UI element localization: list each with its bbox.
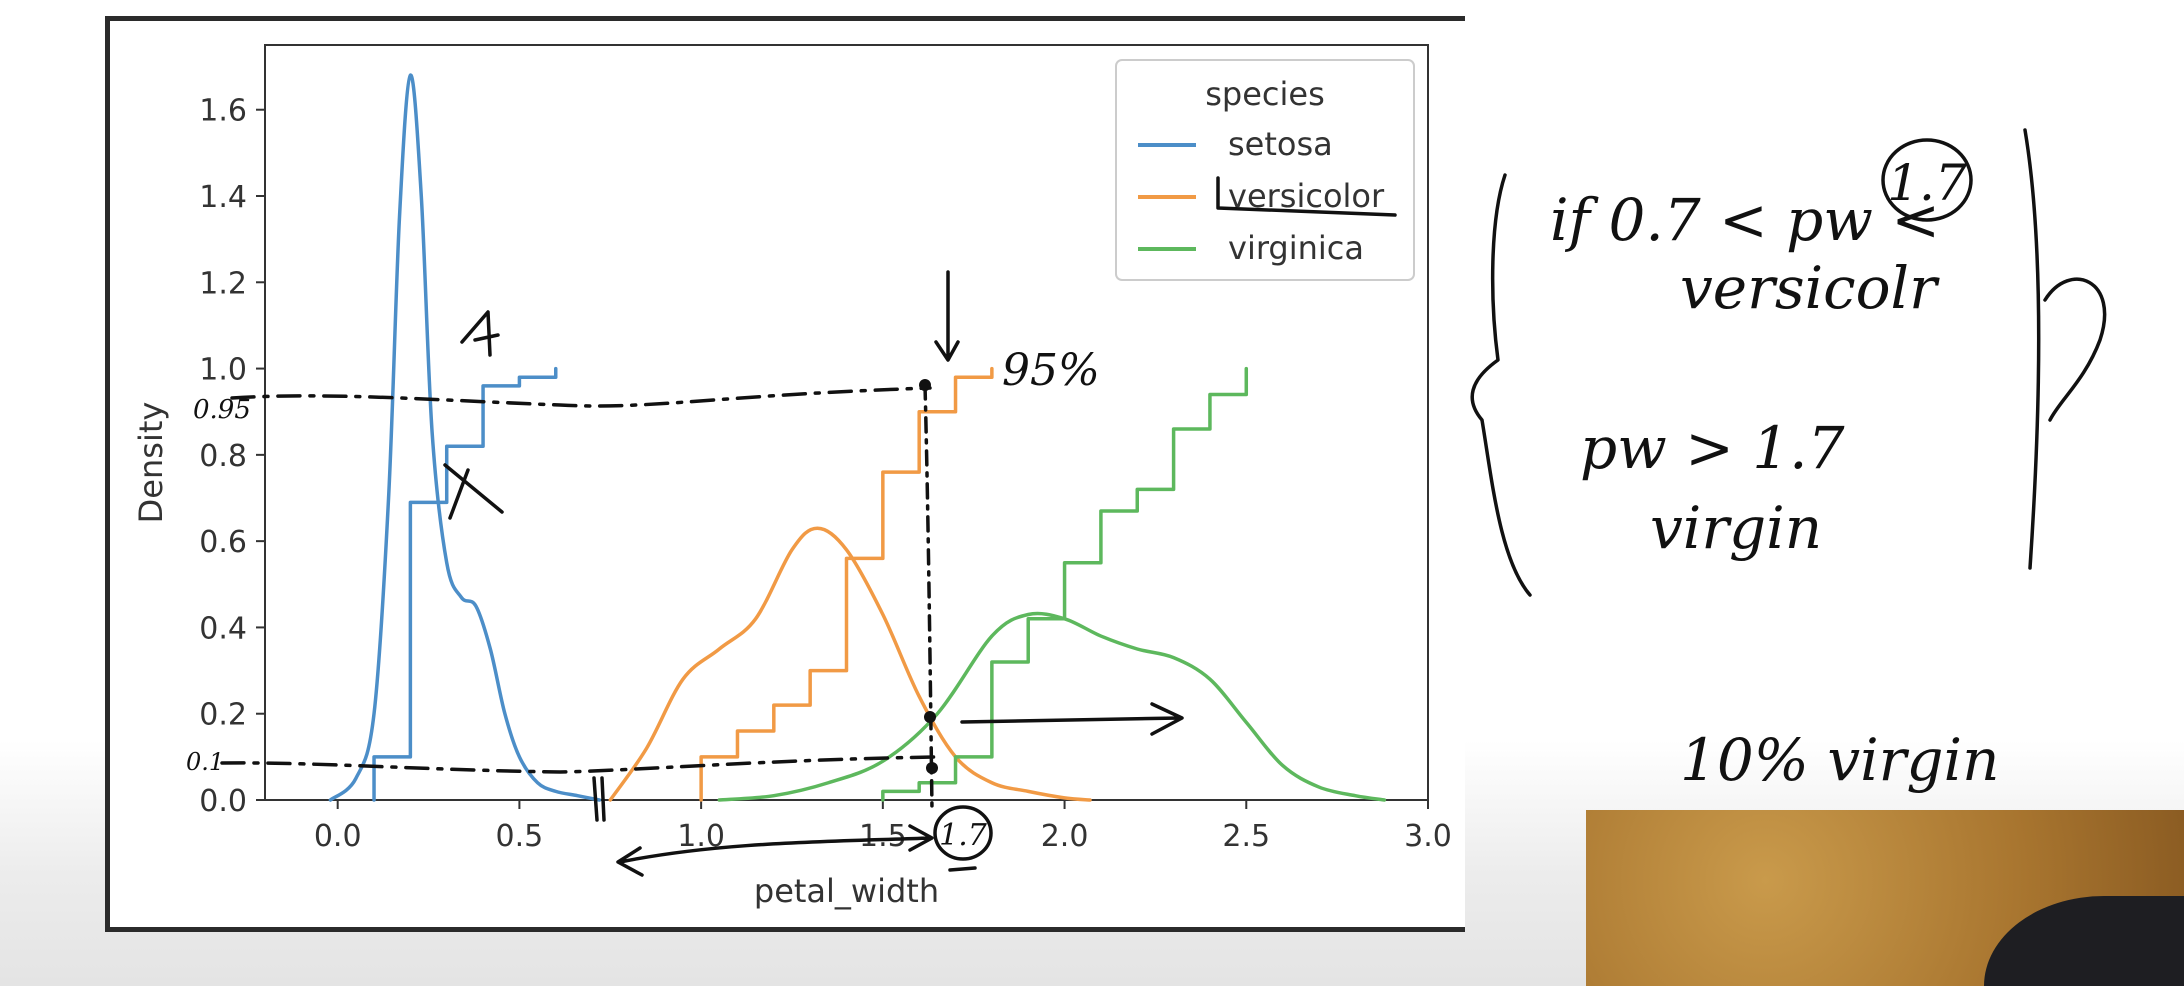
- y-tick-label: 1.2: [199, 266, 247, 301]
- right-brace: [2023, 128, 2107, 570]
- double-arrow: [616, 824, 934, 877]
- down-arrow: [934, 270, 960, 362]
- versicolor-cdf-line: [699, 366, 994, 802]
- circle-threshold: [1881, 138, 1973, 222]
- legend-title: species: [1205, 75, 1325, 113]
- circle-17: [933, 805, 993, 861]
- y-tick-label: 0.8: [199, 439, 247, 474]
- check-mark: [460, 310, 500, 357]
- dashed-line-095: [230, 386, 932, 408]
- y-axis: 0.0 0.2 0.4 0.6 0.8 1.0 1.2 1.4 1.6: [199, 94, 265, 819]
- rule-1-threshold: 1.7: [1887, 154, 1967, 212]
- dashed-line-01: [220, 755, 937, 774]
- right-arrow: [960, 702, 1184, 736]
- y-tick-label: 0.4: [199, 611, 247, 646]
- label-01: 0.1: [186, 748, 224, 776]
- underline-17: [948, 866, 977, 872]
- setosa-kde-line: [328, 73, 602, 802]
- webcam-overlay: [1586, 810, 2184, 986]
- vertical-dashed-line-17: [923, 383, 934, 812]
- y-tick-label: 1.6: [199, 94, 247, 129]
- left-brace: [1470, 173, 1532, 597]
- x-tick-label: 0.5: [496, 819, 544, 854]
- underline-versicolor: [1216, 176, 1397, 217]
- x-axis: 0.0 0.5 1.0 1.5 2.0 2.5 3.0: [314, 800, 1452, 854]
- x-tick-label: 2.0: [1041, 819, 1089, 854]
- rule-2-result: virgin: [1650, 494, 1822, 562]
- versicolor-kde-line: [608, 526, 1092, 802]
- y-tick-label: 0.0: [199, 784, 247, 819]
- y-tick-label: 1.0: [199, 353, 247, 388]
- plot-area: [264, 44, 1429, 801]
- pen-annotations: 0.95 0.1 95% 1.7 if 0.7 < pw < 1.7 versi…: [186, 128, 2107, 877]
- presenter-silhouette: [1984, 896, 2184, 986]
- legend-label: virginica: [1228, 229, 1364, 267]
- label-095: 0.95: [193, 395, 251, 425]
- x-mark: [443, 463, 504, 520]
- mark-07: [592, 776, 606, 822]
- y-axis-title: Density: [132, 402, 170, 524]
- y-tick-label: 1.4: [199, 180, 247, 215]
- x-axis-title: petal_width: [754, 872, 939, 910]
- label-95pct: 95%: [1002, 345, 1100, 396]
- dot-095: [919, 379, 931, 391]
- virginica-kde-line: [717, 611, 1387, 802]
- virginica-cdf-line: [881, 366, 1249, 802]
- rule-2-condition: pw > 1.7: [1580, 414, 1845, 482]
- dot-crossing: [924, 711, 936, 723]
- x-tick-label: 3.0: [1404, 819, 1452, 854]
- dot-01: [926, 762, 938, 774]
- x-tick-label: 1.5: [859, 819, 907, 854]
- note-10pct: 10% virgin: [1680, 726, 1999, 794]
- x-tick-label: 0.0: [314, 819, 362, 854]
- legend-label: setosa: [1228, 125, 1333, 163]
- y-tick-label: 0.2: [199, 698, 247, 733]
- label-17-axis: 1.7: [939, 818, 988, 853]
- rule-1-condition: if 0.7 < pw <: [1550, 186, 1940, 254]
- x-tick-label: 2.5: [1222, 819, 1270, 854]
- legend-box: [1115, 59, 1415, 281]
- setosa-cdf-line: [372, 366, 558, 802]
- y-tick-label: 0.6: [199, 525, 247, 560]
- rule-1-result: versicolr: [1680, 254, 1940, 322]
